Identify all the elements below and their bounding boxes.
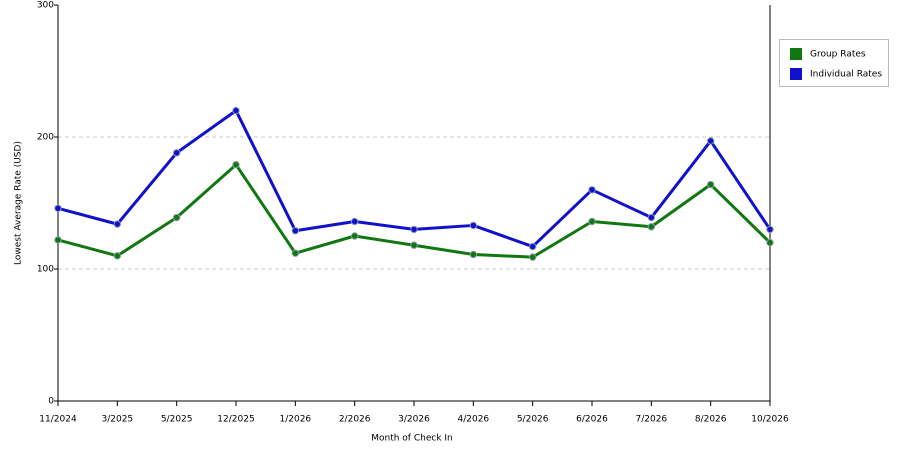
x-tick-label: 7/2026 [635,415,667,425]
x-tick-label: 4/2026 [457,415,489,425]
data-point [113,220,122,228]
data-point [410,241,418,249]
data-point [528,242,537,251]
legend-label: Group Rates [810,50,866,60]
x-tick-label: 11/2024 [39,415,77,425]
y-axis-label: Lowest Average Rate (USD) [14,141,24,265]
data-point [469,250,478,259]
y-tick-label: 300 [37,1,54,11]
data-point [706,137,715,145]
x-tick-label: 2/2026 [339,415,371,425]
data-point [350,232,359,240]
data-point [232,106,240,115]
x-tick-label: 5/2025 [161,415,193,425]
data-point [291,249,300,257]
data-point [291,227,300,235]
data-point [647,213,656,222]
data-point [706,180,715,189]
data-point [410,225,418,234]
data-point [232,161,240,169]
y-tick-label: 0 [48,397,54,407]
data-point [54,204,62,212]
data-point [528,253,537,261]
x-tick-label: 8/2026 [695,415,727,425]
x-tick-label: 5/2026 [517,415,549,425]
legend-label: Individual Rates [810,70,882,80]
data-point [766,238,774,247]
x-tick-label: 3/2025 [101,415,133,425]
data-point [647,223,656,231]
data-point [172,149,181,157]
data-point [350,217,359,226]
data-point [113,252,122,260]
x-tick-label: 12/2025 [217,415,254,425]
x-tick-label: 6/2026 [576,415,608,425]
y-tick-label: 100 [37,265,54,275]
data-point [172,213,181,222]
y-tick-label: 200 [37,133,54,143]
data-point [588,217,596,226]
legend-swatch [790,68,802,80]
x-tick-label: 10/2026 [751,415,789,425]
data-point [54,236,62,244]
legend-swatch [790,48,802,60]
data-point [588,186,596,194]
data-point [469,221,478,230]
x-tick-label: 3/2026 [398,415,430,425]
data-point [766,225,774,234]
x-tick-label: 1/2026 [279,415,311,425]
x-axis-label: Month of Check In [371,434,453,444]
